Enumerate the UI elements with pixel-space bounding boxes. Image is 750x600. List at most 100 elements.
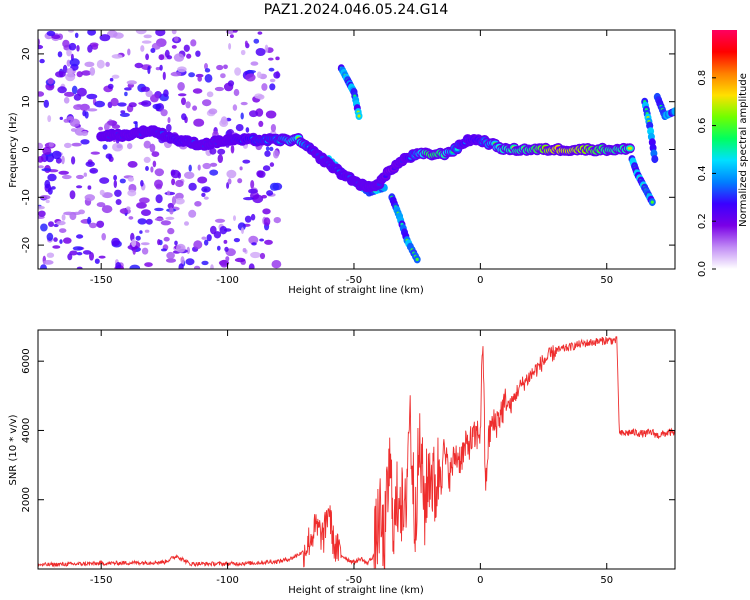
- noise-blob: [202, 99, 212, 107]
- noise-blob: [229, 34, 234, 38]
- noise-blob: [195, 73, 204, 78]
- noise-blob: [68, 42, 77, 51]
- noise-blob: [80, 139, 90, 145]
- noise-blob: [70, 128, 77, 132]
- noise-blob: [71, 156, 76, 165]
- noise-blob: [243, 197, 254, 201]
- noise-blob: [210, 225, 217, 235]
- noise-blob: [120, 110, 126, 114]
- snr-x-axis-label: Height of straight line (km): [288, 585, 424, 596]
- noise-blob: [219, 226, 228, 235]
- noise-blob: [86, 93, 98, 100]
- noise-blob: [188, 72, 196, 78]
- noise-blob: [68, 30, 74, 33]
- noise-blob: [143, 156, 151, 163]
- noise-blob: [251, 242, 257, 246]
- noise-blob: [85, 161, 95, 168]
- noise-blob: [131, 238, 137, 248]
- noise-blob: [194, 201, 202, 207]
- noise-blob: [65, 72, 76, 82]
- noise-blob: [206, 91, 214, 98]
- snr-y-ticks: 2000 4000 6000: [21, 348, 675, 512]
- noise-blob: [67, 67, 73, 75]
- noise-blob: [78, 209, 85, 215]
- noise-blob: [162, 71, 166, 81]
- noise-blob: [264, 239, 273, 245]
- noise-blob: [38, 210, 46, 217]
- noise-blob: [225, 256, 230, 262]
- noise-blob: [117, 102, 127, 107]
- noise-blob: [145, 90, 153, 98]
- noise-blob: [111, 54, 123, 59]
- noise-blob: [154, 179, 163, 189]
- noise-blob: [127, 161, 138, 168]
- noise-blob: [143, 34, 152, 39]
- noise-blob: [176, 243, 186, 253]
- noise-blob: [202, 162, 212, 170]
- noise-blob: [171, 178, 176, 186]
- noise-blob: [264, 44, 269, 53]
- noise-blob: [259, 238, 265, 242]
- noise-blob: [47, 77, 54, 85]
- noise-blob: [45, 199, 50, 204]
- x-tick-label: -50: [346, 275, 362, 286]
- colorbar-tick-label: 0.6: [697, 118, 708, 134]
- noise-blob: [62, 39, 70, 48]
- spectrogram-x-axis-label: Height of straight line (km): [288, 285, 424, 296]
- noise-blob: [140, 86, 150, 92]
- noise-blob: [79, 103, 90, 111]
- noise-blob: [174, 240, 178, 246]
- noise-blob: [56, 220, 66, 226]
- noise-blob: [160, 109, 168, 117]
- noise-blob: [102, 144, 108, 150]
- noise-blob: [96, 202, 106, 208]
- branch-mark: [651, 155, 659, 164]
- noise-blob: [71, 142, 82, 147]
- noise-blob: [76, 174, 84, 180]
- noise-blob: [63, 97, 70, 104]
- noise-blob: [63, 211, 74, 216]
- noise-blob: [145, 53, 150, 61]
- noise-blob: [126, 206, 131, 211]
- noise-blob: [216, 64, 224, 71]
- noise-blob: [119, 178, 126, 184]
- noise-blob: [140, 242, 150, 246]
- noise-blob: [166, 251, 175, 260]
- noise-blob: [46, 252, 55, 258]
- noise-blob: [232, 104, 238, 111]
- noise-blob: [180, 256, 185, 265]
- noise-blob: [101, 205, 113, 214]
- noise-blob: [55, 71, 66, 78]
- noise-blob: [141, 100, 152, 107]
- noise-blob: [61, 214, 66, 221]
- noise-blob: [141, 40, 152, 44]
- noise-blob: [106, 30, 118, 38]
- branch-core: [357, 114, 361, 118]
- noise-blob: [76, 87, 87, 97]
- noise-blob: [71, 85, 78, 95]
- noise-blob: [262, 165, 271, 172]
- noise-blob: [83, 172, 88, 177]
- noise-blob: [266, 190, 274, 196]
- noise-blob: [57, 86, 67, 94]
- noise-blob: [147, 65, 151, 75]
- noise-blob: [136, 202, 147, 209]
- noise-blob: [188, 209, 197, 218]
- noise-blob: [227, 80, 235, 87]
- noise-blob: [171, 30, 177, 35]
- noise-blob: [57, 51, 63, 58]
- noise-blob: [197, 164, 201, 171]
- noise-blob: [139, 230, 143, 234]
- noise-blob: [63, 91, 75, 97]
- noise-blob: [234, 257, 246, 263]
- noise-blob: [38, 38, 41, 46]
- noise-blob: [38, 156, 44, 163]
- noise-blob: [96, 220, 105, 228]
- noise-blob: [143, 140, 151, 149]
- noise-blob: [87, 44, 93, 53]
- noise-blob: [76, 71, 83, 78]
- noise-blob: [159, 64, 163, 71]
- noise-blob: [175, 192, 184, 200]
- noise-blob: [194, 265, 201, 269]
